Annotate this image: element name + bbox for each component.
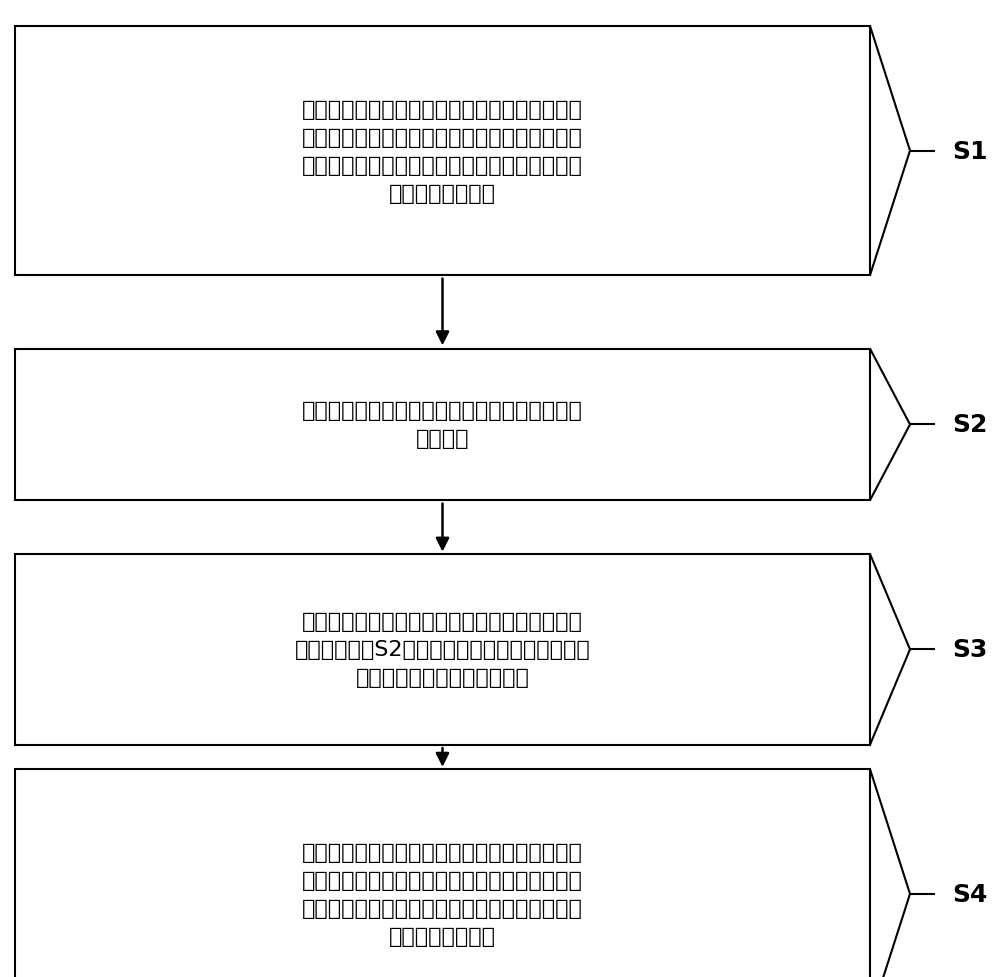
Text: 将训练集输入卷积神经网络，进行模型训练直到
模型收敛: 将训练集输入卷积神经网络，进行模型训练直到 模型收敛 (302, 401, 583, 449)
Text: 将测试集输入卷积神经网络，若输出精度未达到
要求，则返回S2，直到输出结果精度达到要求，
获得最终的卷积神经网络模型: 将测试集输入卷积神经网络，若输出精度未达到 要求，则返回S2，直到输出结果精度达… (295, 612, 590, 688)
Text: S4: S4 (952, 882, 988, 906)
Text: 将实时采集的电池模组中电池单元的输出电压、
输出电流和中心位置处表面温度输入到最终的卷
积神经网络模型中，得到电池单元的安全状态信
息和健康状态信息: 将实时采集的电池模组中电池单元的输出电压、 输出电流和中心位置处表面温度输入到最… (302, 842, 583, 946)
Text: S1: S1 (952, 140, 988, 163)
Bar (15, 770, 870, 977)
Text: S3: S3 (952, 638, 988, 661)
Text: 提取不同衰退状态下和不同工作状态下电池单元
的输出电压、输出电流和中心位置处表面温度，
组成三参数协同评估数据库，将数据库中样本分
为训练集和测试集: 提取不同衰退状态下和不同工作状态下电池单元 的输出电压、输出电流和中心位置处表面… (302, 100, 583, 203)
Text: S2: S2 (952, 413, 988, 437)
Bar (15, 350, 870, 501)
Bar (15, 555, 870, 744)
Bar (15, 26, 870, 276)
